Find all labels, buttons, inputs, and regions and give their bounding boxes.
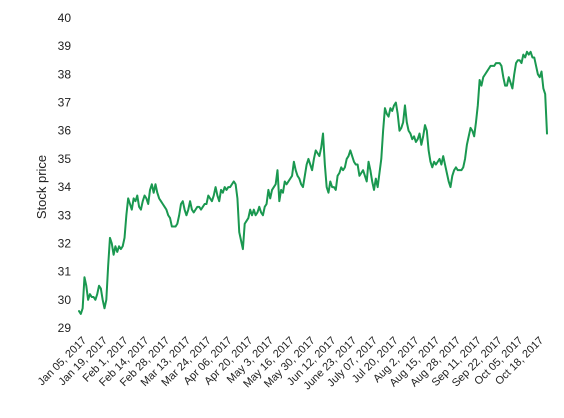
y-axis-label: Stock price [34,155,49,219]
y-tick-label: 36 [58,124,72,138]
y-tick-label: 35 [58,152,72,166]
y-tick-label: 39 [58,39,72,53]
y-tick-label: 29 [58,321,72,335]
y-tick-label: 32 [58,236,72,250]
y-tick-label: 33 [58,208,72,222]
stock-price-series-line [78,50,548,315]
y-tick-label: 31 [58,265,72,279]
y-tick-label: 34 [58,180,72,194]
y-tick-label: 38 [58,67,72,81]
y-axis-tick-labels: 29 30 31 32 33 34 35 36 37 38 39 40 [58,11,72,335]
y-tick-label: 30 [58,293,72,307]
y-tick-label: 40 [58,11,72,25]
y-tick-label: 37 [58,96,72,110]
